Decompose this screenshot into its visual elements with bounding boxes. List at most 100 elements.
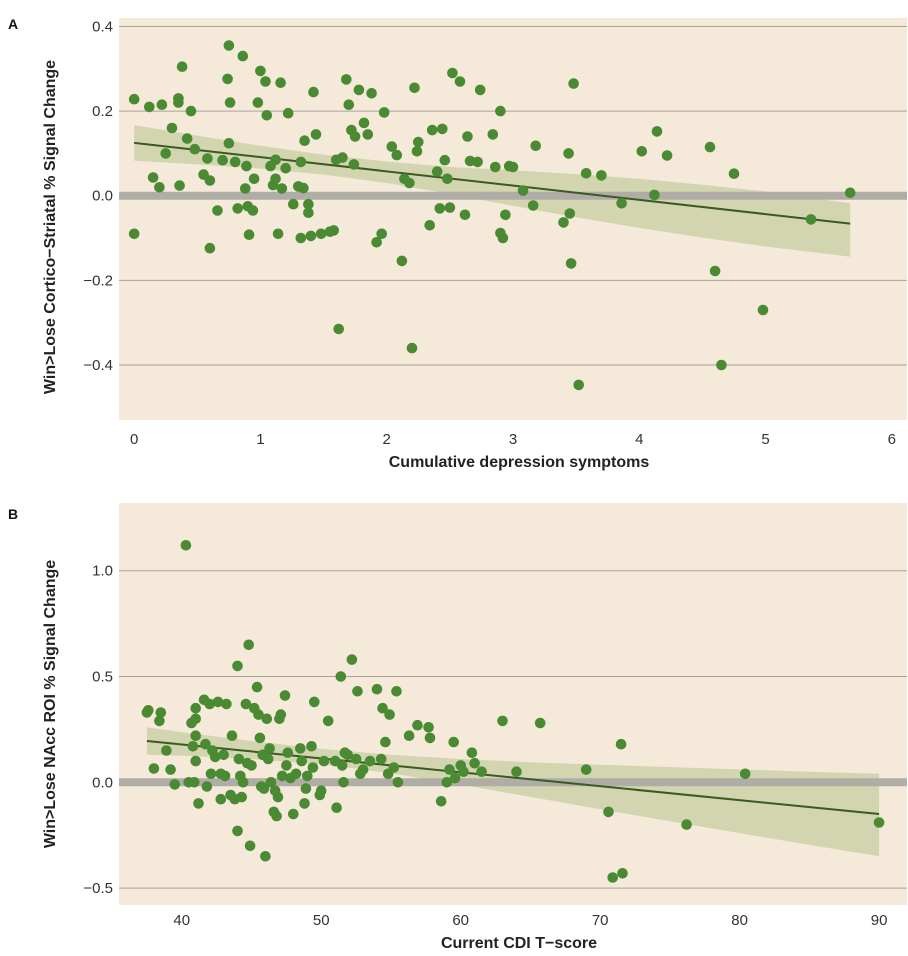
data-point	[487, 129, 499, 140]
data-point	[217, 154, 228, 166]
data-point	[331, 802, 342, 813]
data-point	[437, 123, 448, 135]
data-point	[497, 715, 508, 727]
data-point	[709, 265, 721, 277]
data-point	[252, 97, 264, 108]
data-point	[264, 743, 275, 754]
data-point	[378, 107, 390, 118]
x-tick-label: 60	[452, 912, 469, 929]
data-point	[527, 200, 539, 211]
data-point	[413, 136, 424, 148]
data-point	[439, 154, 451, 166]
data-point	[251, 681, 263, 693]
x-tick-label: 6	[888, 431, 896, 448]
data-point	[757, 304, 769, 316]
data-point	[454, 76, 466, 87]
data-point	[290, 768, 302, 780]
data-point	[384, 709, 395, 720]
data-point	[376, 228, 388, 240]
data-point	[288, 198, 299, 210]
data-point	[272, 228, 284, 240]
data-point	[580, 764, 592, 775]
data-point	[423, 722, 434, 733]
data-point	[466, 747, 478, 758]
data-point	[190, 730, 201, 741]
data-point	[337, 152, 348, 163]
data-point	[276, 770, 288, 782]
data-point	[205, 768, 217, 780]
data-point	[462, 131, 473, 142]
data-point	[276, 183, 288, 194]
data-point	[490, 161, 501, 173]
data-point	[343, 99, 355, 110]
data-point	[209, 751, 221, 763]
data-point	[243, 229, 255, 240]
data-point	[204, 698, 215, 710]
data-point	[449, 772, 461, 784]
data-point	[240, 183, 251, 194]
data-point	[307, 762, 319, 773]
data-point	[270, 173, 281, 185]
data-point	[244, 840, 256, 852]
data-point	[636, 146, 648, 157]
data-point	[388, 762, 400, 773]
data-point	[447, 67, 458, 79]
data-point	[444, 764, 455, 775]
data-point	[295, 156, 307, 168]
panel-a-y-ticks: −0.4 −0.2 0.0 0.2 0.4	[83, 18, 113, 374]
data-point	[243, 639, 254, 651]
data-point	[507, 161, 519, 173]
data-point	[309, 696, 320, 708]
data-point	[204, 242, 216, 254]
data-point	[148, 763, 160, 774]
data-point	[166, 122, 178, 134]
data-point	[305, 230, 317, 242]
data-point	[174, 180, 185, 191]
data-point	[260, 76, 271, 87]
data-point	[261, 713, 273, 725]
data-point	[350, 753, 362, 765]
x-tick-label: 5	[761, 431, 769, 448]
data-point	[189, 777, 200, 788]
data-point	[201, 781, 213, 792]
data-point	[147, 172, 159, 183]
data-point	[615, 738, 627, 750]
data-point	[144, 101, 155, 113]
data-point	[333, 323, 345, 335]
data-point	[223, 40, 235, 51]
data-point	[202, 153, 213, 164]
data-point	[403, 730, 415, 741]
data-point	[270, 154, 281, 166]
data-point	[169, 779, 181, 790]
panel-a: A 0 1 2 3 4 5 6 −0.4 −0.2 0.0 0.2 0.4 Cumulative d…	[8, 16, 907, 471]
data-point	[441, 777, 453, 788]
data-point	[444, 202, 456, 213]
data-point	[181, 133, 193, 144]
data-point	[607, 872, 618, 883]
x-tick-label: 0	[130, 431, 138, 448]
data-point	[476, 766, 487, 777]
data-point	[500, 209, 511, 221]
data-point	[386, 141, 398, 152]
data-point	[392, 777, 404, 788]
data-point	[298, 182, 309, 194]
data-point	[190, 755, 201, 767]
data-point	[255, 65, 266, 77]
y-tick-label: −0.5	[83, 880, 113, 897]
data-point	[716, 359, 727, 371]
data-point	[704, 141, 716, 153]
data-point	[190, 702, 201, 714]
data-point	[404, 177, 415, 189]
data-point	[212, 205, 223, 216]
data-point	[253, 709, 264, 720]
data-point	[295, 232, 307, 244]
data-point	[302, 770, 313, 782]
data-point	[391, 149, 403, 161]
data-point	[254, 732, 266, 744]
data-point	[651, 126, 663, 137]
data-point	[409, 82, 420, 94]
data-point	[262, 753, 274, 765]
data-point	[222, 73, 233, 85]
data-point	[232, 825, 243, 837]
data-point	[328, 225, 340, 236]
